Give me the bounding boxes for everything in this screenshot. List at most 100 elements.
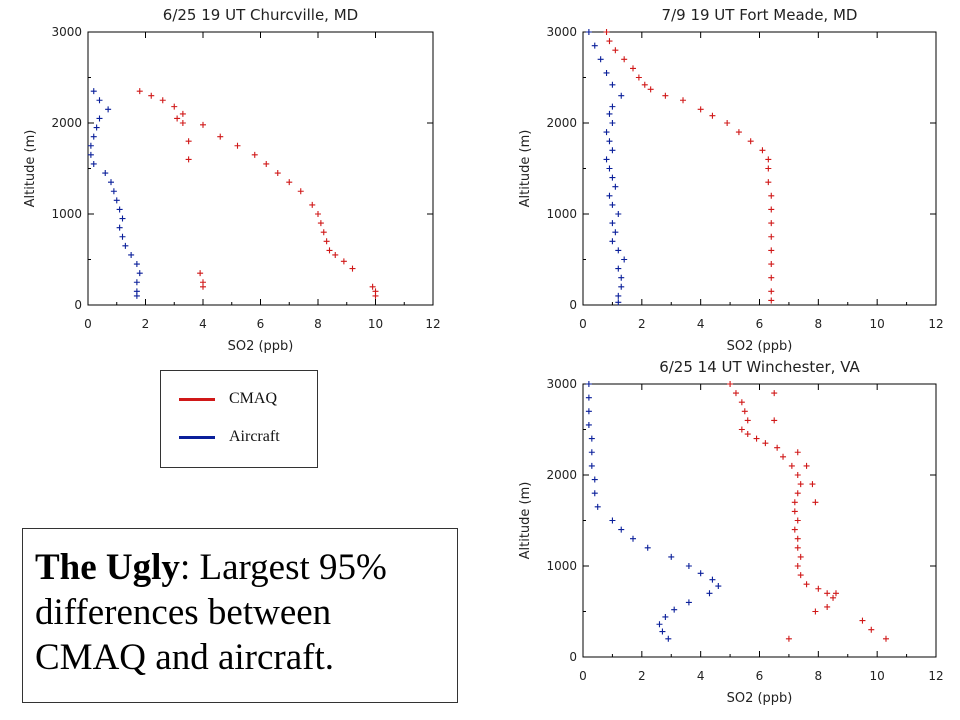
chart3-cmaq-point bbox=[791, 526, 798, 533]
chart2-cmaq-point bbox=[697, 106, 704, 113]
chart1-cmaq-point bbox=[309, 201, 316, 208]
chart2-cmaq-point bbox=[724, 120, 731, 126]
chart2-aircraft-point bbox=[615, 247, 622, 254]
chart3-cmaq-point bbox=[815, 585, 822, 592]
chart1-cmaq-point bbox=[286, 179, 293, 186]
chart2-aircraft-point bbox=[603, 156, 610, 163]
chart3-aircraft-point bbox=[665, 635, 672, 642]
chart2-x-tick-label: 12 bbox=[928, 317, 943, 331]
chart2-aircraft-point bbox=[612, 229, 619, 236]
chart2-aircraft-point bbox=[609, 147, 616, 154]
chart3-cmaq-point bbox=[830, 594, 837, 601]
chart2-aircraft-point bbox=[609, 120, 616, 126]
chart2-cmaq-point bbox=[709, 112, 716, 119]
chart2-title: 7/9 19 UT Fort Meade, MD bbox=[662, 6, 858, 24]
chart1-aircraft-point bbox=[133, 292, 140, 299]
chart3-cmaq-point bbox=[794, 490, 801, 497]
chart2-aircraft-point bbox=[603, 69, 610, 76]
chart1-cmaq-point bbox=[197, 270, 204, 277]
chart3-cmaq-point bbox=[744, 417, 751, 424]
chart3-cmaq-point bbox=[824, 603, 831, 610]
chart2-aircraft-point bbox=[618, 283, 625, 290]
legend-label-aircraft: Aircraft bbox=[229, 428, 280, 445]
chart3-cmaq-point bbox=[803, 581, 810, 588]
chart1-cmaq-point bbox=[185, 156, 192, 163]
chart3-x-tick-label: 2 bbox=[638, 669, 646, 683]
chart1-cmaq-point bbox=[185, 138, 192, 145]
chart3-cmaq-point bbox=[797, 481, 804, 488]
chart3-aircraft-point bbox=[671, 606, 678, 613]
chart3-aircraft-point bbox=[709, 576, 716, 583]
chart2-aircraft-point bbox=[609, 201, 616, 208]
chart3-aircraft-point bbox=[685, 563, 692, 569]
chart3-title: 6/25 14 UT Winchester, VA bbox=[659, 358, 860, 376]
chart2-cmaq-point bbox=[768, 261, 775, 268]
chart3-cmaq-point bbox=[774, 444, 781, 451]
chart2-aircraft-point bbox=[609, 238, 616, 245]
chart1-x-tick-label: 2 bbox=[142, 317, 150, 331]
chart3-cmaq-point bbox=[753, 435, 760, 442]
legend-swatch-aircraft bbox=[179, 435, 215, 439]
chart2-cmaq-point bbox=[768, 206, 775, 213]
chart3-aircraft-point bbox=[668, 553, 675, 560]
chart2-x-tick-label: 2 bbox=[638, 317, 646, 331]
chart1-aircraft-point bbox=[96, 115, 103, 122]
chart3-aircraft-point bbox=[706, 590, 713, 597]
chart1-y-tick-label: 1000 bbox=[51, 207, 82, 221]
chart3-aircraft-point bbox=[662, 613, 669, 620]
chart2-cmaq-point bbox=[768, 233, 775, 240]
chart1-aircraft-point bbox=[102, 170, 109, 177]
chart1-aircraft-point bbox=[87, 151, 94, 158]
chart2-aircraft-point bbox=[618, 92, 625, 99]
chart1-aircraft-point bbox=[128, 251, 135, 258]
chart2-cmaq-point bbox=[768, 288, 775, 295]
chart2-aircraft-point bbox=[606, 165, 613, 172]
chart3-cmaq-point bbox=[791, 499, 798, 506]
chart3-aircraft-point bbox=[630, 535, 637, 542]
chart3-cmaq-point bbox=[780, 453, 787, 460]
chart2-cmaq-point bbox=[765, 179, 772, 186]
chart2-cmaq-point bbox=[603, 29, 610, 35]
chart3-aircraft-point bbox=[585, 381, 592, 387]
chart2-cmaq-point bbox=[768, 274, 775, 281]
chart3-aircraft-point bbox=[591, 490, 598, 497]
chart2-cmaq-point bbox=[662, 92, 669, 99]
chart3-cmaq-point bbox=[771, 417, 778, 424]
chart1-cmaq-point bbox=[297, 188, 304, 195]
legend-entry-aircraft: Aircraft bbox=[179, 427, 280, 447]
chart1-aircraft-point bbox=[96, 97, 103, 104]
chart3-cmaq-point bbox=[824, 590, 831, 597]
chart1-aircraft-point bbox=[90, 88, 97, 95]
chart2-x-tick-label: 0 bbox=[579, 317, 587, 331]
chart2-aircraft-point bbox=[615, 299, 622, 306]
chart1-cmaq-point bbox=[315, 211, 321, 217]
chart3-cmaq-point bbox=[762, 440, 769, 447]
chart1-y-tick-label: 0 bbox=[74, 298, 82, 312]
chart3-x-tick-label: 0 bbox=[579, 669, 587, 683]
chart1-aircraft-point bbox=[116, 224, 123, 231]
chart3-cmaq-point bbox=[803, 462, 810, 469]
chart1-x-tick-label: 12 bbox=[425, 317, 440, 331]
chart3-cmaq-point bbox=[738, 426, 745, 433]
chart3-cmaq-point bbox=[812, 608, 819, 615]
chart1-cmaq-point bbox=[369, 283, 376, 290]
chart2-cmaq-point bbox=[768, 220, 775, 227]
chart1-cmaq-point bbox=[136, 88, 143, 95]
chart2-cmaq-point bbox=[768, 192, 775, 199]
chart2-aircraft-point bbox=[612, 183, 619, 190]
chart3-x-tick-label: 6 bbox=[756, 669, 764, 683]
chart3-cmaq-point bbox=[785, 635, 792, 642]
chart3-aircraft-point bbox=[588, 449, 595, 456]
chart3-aircraft-point bbox=[697, 570, 704, 577]
chart3-aircraft-point bbox=[588, 435, 595, 442]
chart1-y-tick-label: 3000 bbox=[51, 25, 82, 39]
chart1-aircraft-point bbox=[105, 106, 112, 113]
chart3-x-tick-label: 10 bbox=[870, 669, 885, 683]
chart1-aircraft-point bbox=[133, 279, 140, 286]
chart3-cmaq-point bbox=[794, 449, 801, 456]
chart2-aircraft-point bbox=[615, 211, 622, 217]
chart3-aircraft-point bbox=[659, 628, 666, 635]
chart1-aircraft-point bbox=[122, 242, 129, 249]
chart1-y-axis-label: Altitude (m) bbox=[23, 130, 38, 208]
